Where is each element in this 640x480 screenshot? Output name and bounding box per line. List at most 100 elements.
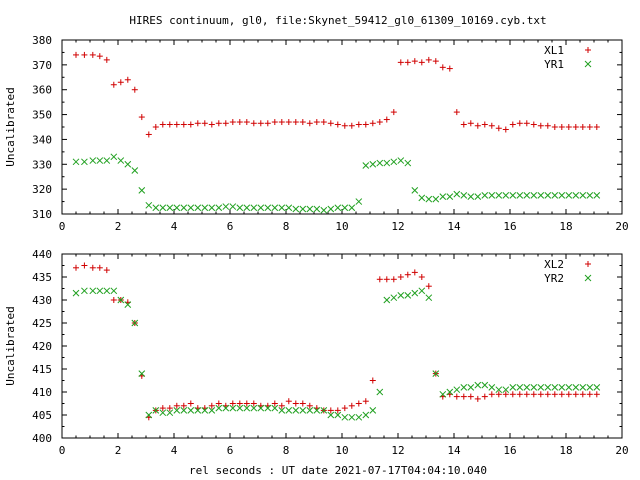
data-point-XL2 <box>544 391 551 398</box>
y-tick-label-bottom: 405 <box>32 409 52 422</box>
data-point-XL2 <box>530 391 537 398</box>
data-point-YR1 <box>89 157 97 164</box>
data-point-YR1 <box>236 204 244 212</box>
data-point-XL1 <box>572 124 579 130</box>
data-point-XL1 <box>152 124 159 130</box>
y-tick-label-top: 340 <box>32 133 52 146</box>
data-point-YR1 <box>159 204 167 212</box>
data-point-YR1 <box>229 203 237 210</box>
data-point-XL1 <box>369 120 376 127</box>
plot-frame-top <box>61 39 623 215</box>
data-point-YR1 <box>194 204 202 212</box>
data-point-XL2 <box>334 407 341 414</box>
data-point-YR2 <box>166 409 174 417</box>
data-point-YR1 <box>278 204 286 212</box>
data-point-XL1 <box>159 121 166 128</box>
legend-label-XL2: XL2 <box>544 258 564 271</box>
data-point-YR2 <box>460 384 468 391</box>
data-point-XL1 <box>509 121 516 128</box>
data-point-XL1 <box>523 120 530 127</box>
data-point-YR2 <box>495 386 503 394</box>
chart-panel-top: 0 2 4 6 8 10 12 14 16 18 20 310 320 330 340 350 360 370 38… <box>4 34 629 233</box>
figure-title: HIRES continuum, gl0, file:Skynet_59412_… <box>129 14 546 27</box>
data-point-XL1 <box>187 121 194 128</box>
data-point-XL1 <box>257 120 264 127</box>
data-point-YR2 <box>474 381 482 389</box>
data-point-XL1 <box>355 121 362 128</box>
data-point-XL2 <box>558 391 565 398</box>
data-point-YR1 <box>103 157 111 164</box>
data-point-XL2 <box>404 271 411 278</box>
data-point-XL1 <box>103 56 110 63</box>
data-point-XL1 <box>117 79 124 86</box>
data-point-XL1 <box>530 121 537 128</box>
data-point-XL1 <box>166 121 173 128</box>
data-point-XL2 <box>537 391 544 398</box>
data-point-YR2 <box>572 384 580 391</box>
data-point-XL1 <box>131 86 138 93</box>
data-point-YR1 <box>81 158 88 166</box>
data-point-YR1 <box>138 187 146 194</box>
data-point-XL1 <box>208 121 215 128</box>
data-point-YR1 <box>404 159 412 167</box>
data-point-YR1 <box>474 193 482 200</box>
x-tick-label-top: 16 <box>503 220 516 233</box>
data-point-YR1 <box>166 204 174 212</box>
data-point-YR2 <box>278 407 286 414</box>
data-point-XL1 <box>278 119 285 126</box>
data-point-YR2 <box>334 411 342 419</box>
data-point-YR2 <box>362 411 370 419</box>
legend-label-YR2: YR2 <box>544 272 564 285</box>
data-point-XL1 <box>348 122 355 129</box>
data-point-YR2 <box>131 319 139 327</box>
data-point-YR2 <box>180 407 188 414</box>
data-point-YR1 <box>376 159 384 167</box>
data-point-XL1 <box>145 131 152 138</box>
data-point-XL2 <box>250 400 257 407</box>
data-point-YR2 <box>411 289 419 297</box>
data-point-XL2 <box>81 262 88 269</box>
data-point-YR2 <box>299 407 307 414</box>
data-point-YR1 <box>586 192 594 199</box>
data-point-XL2 <box>369 377 376 384</box>
data-point-XL1 <box>229 119 236 126</box>
y-tick-label-top: 330 <box>32 158 52 171</box>
data-point-XL1 <box>271 119 278 126</box>
data-point-YR2 <box>348 413 356 421</box>
data-point-XL1 <box>502 126 509 133</box>
data-point-XL1 <box>250 120 257 127</box>
data-point-YR1 <box>579 192 587 199</box>
data-point-XL1 <box>446 65 453 72</box>
x-tick-label-bottom: 2 <box>115 444 122 457</box>
data-point-XL1 <box>299 119 306 126</box>
data-point-XL2 <box>89 264 96 271</box>
y-tick-label-bottom: 420 <box>32 340 52 353</box>
data-point-XL2 <box>362 398 369 405</box>
y-tick-label-bottom: 430 <box>32 294 52 307</box>
data-point-XL1 <box>201 120 208 127</box>
data-point-YR1 <box>362 162 370 169</box>
data-point-YR2 <box>81 287 88 295</box>
data-point-XL1 <box>194 120 201 127</box>
x-tick-label-bottom: 14 <box>447 444 461 457</box>
data-point-YR1 <box>215 204 223 212</box>
data-point-YR1 <box>313 205 321 213</box>
data-point-YR2 <box>467 384 475 391</box>
data-point-YR2 <box>481 381 489 389</box>
data-point-YR1 <box>327 205 335 213</box>
data-point-YR1 <box>334 204 342 212</box>
data-point-YR2 <box>355 413 363 421</box>
x-tick-label-top: 6 <box>227 220 234 233</box>
data-point-XL2 <box>299 400 306 407</box>
y-tick-label-bottom: 435 <box>32 271 52 284</box>
data-point-YR1 <box>369 160 377 168</box>
data-point-YR2 <box>257 404 265 412</box>
x-tick-label-top: 4 <box>171 220 178 233</box>
data-point-XL2 <box>110 297 117 303</box>
y-tick-label-bottom: 400 <box>32 432 52 445</box>
data-point-YR1 <box>523 192 531 199</box>
data-point-XL1 <box>516 120 523 127</box>
data-point-XL1 <box>376 119 383 126</box>
data-point-YR2 <box>523 384 531 391</box>
